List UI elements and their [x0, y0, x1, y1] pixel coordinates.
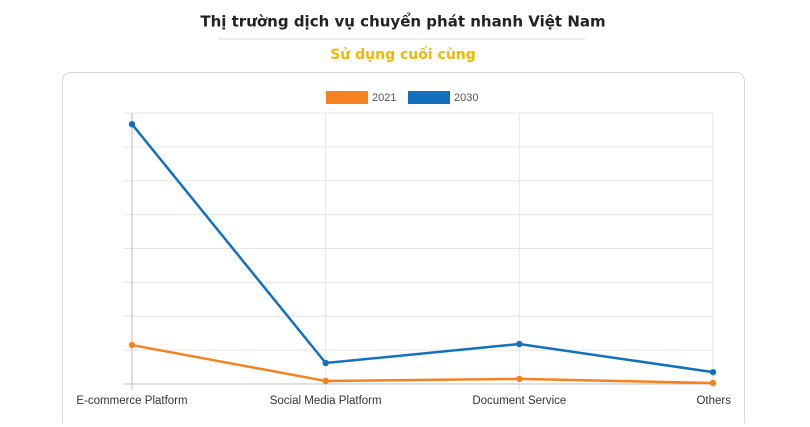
data-point	[516, 340, 523, 348]
data-point	[709, 379, 717, 387]
x-tick-label: Social Media Platform	[270, 395, 382, 407]
series-line	[131, 123, 714, 374]
data-point	[128, 120, 136, 128]
x-tick-label: E-commerce Platform	[76, 395, 187, 407]
x-tick-label: Others	[696, 395, 731, 407]
data-point	[709, 368, 717, 376]
legend-swatch	[408, 91, 450, 104]
chart-subtitle: Sử dụng cuối cùng	[330, 46, 476, 63]
chart-card	[62, 72, 745, 427]
data-point	[128, 341, 136, 349]
series-line	[131, 343, 714, 385]
x-tick-label: Document Service	[472, 395, 566, 407]
legend-label: 2021	[372, 92, 396, 104]
data-point	[322, 359, 329, 367]
legend-swatch	[326, 91, 368, 104]
chart-title: Thị trường dịch vụ chuyển phát nhanh Việ…	[200, 12, 605, 31]
data-point	[322, 377, 329, 385]
legend-label: 2030	[454, 92, 478, 104]
data-point	[516, 375, 523, 383]
